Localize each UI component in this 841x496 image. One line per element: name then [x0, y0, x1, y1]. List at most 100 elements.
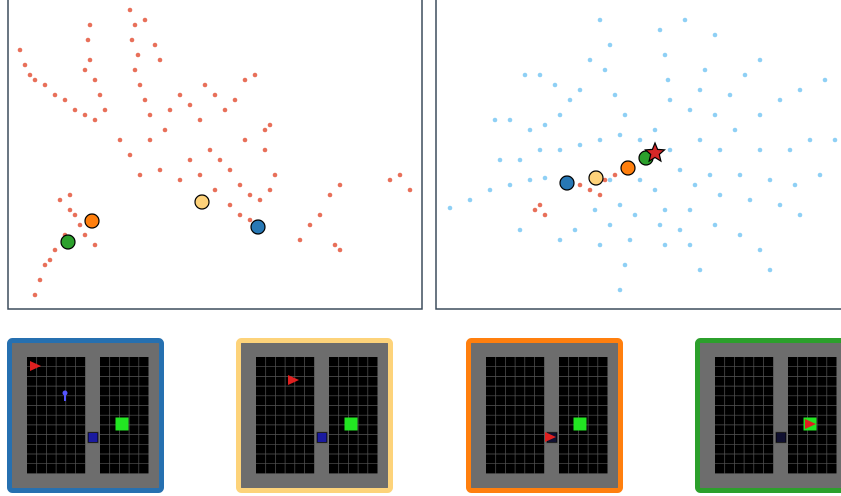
point	[527, 177, 533, 183]
point	[167, 107, 173, 113]
point	[542, 175, 548, 181]
point	[327, 192, 333, 198]
point	[232, 97, 238, 103]
point	[537, 72, 543, 78]
point	[687, 107, 693, 113]
point	[127, 7, 133, 13]
point	[202, 82, 208, 88]
point	[637, 177, 643, 183]
scatter-plot	[7, 0, 423, 310]
point	[517, 157, 523, 163]
highlight-point	[250, 219, 266, 235]
point	[727, 92, 733, 98]
point	[532, 207, 538, 213]
point	[682, 17, 688, 23]
point	[577, 182, 583, 188]
point	[822, 77, 828, 83]
point	[129, 37, 135, 43]
point	[82, 232, 88, 238]
point	[332, 242, 338, 248]
point	[137, 82, 143, 88]
point	[57, 197, 63, 203]
point	[757, 247, 763, 253]
point	[557, 237, 563, 243]
point	[72, 107, 78, 113]
point	[397, 172, 403, 178]
point	[712, 112, 718, 118]
point	[85, 37, 91, 43]
point	[132, 22, 138, 28]
point	[807, 137, 813, 143]
point	[247, 217, 253, 223]
point	[162, 127, 168, 133]
point	[507, 117, 513, 123]
point	[657, 27, 663, 33]
point	[627, 237, 633, 243]
highlight-point	[559, 175, 575, 191]
point	[697, 267, 703, 273]
point	[767, 267, 773, 273]
highlight-point	[620, 160, 636, 176]
point	[447, 205, 453, 211]
point	[137, 172, 143, 178]
point	[607, 222, 613, 228]
point	[187, 157, 193, 163]
point	[592, 207, 598, 213]
goal	[115, 417, 129, 431]
point	[797, 212, 803, 218]
point	[227, 202, 233, 208]
point	[665, 77, 671, 83]
point	[177, 92, 183, 98]
point	[142, 97, 148, 103]
point	[197, 117, 203, 123]
highlight-point	[84, 213, 100, 229]
point	[52, 92, 58, 98]
scatter-plot	[435, 0, 841, 310]
point	[632, 212, 638, 218]
point	[732, 127, 738, 133]
point	[77, 222, 83, 228]
point	[712, 222, 718, 228]
point	[257, 197, 263, 203]
highlight-point	[60, 234, 76, 250]
point	[597, 192, 603, 198]
point	[567, 97, 573, 103]
point	[572, 227, 578, 233]
point	[142, 17, 148, 23]
point	[557, 147, 563, 153]
grid-world-panel	[236, 338, 393, 493]
point	[542, 122, 548, 128]
point	[677, 167, 683, 173]
agent	[288, 375, 299, 385]
point	[662, 207, 668, 213]
point	[222, 107, 228, 113]
point	[792, 182, 798, 188]
point	[82, 67, 88, 73]
point	[612, 172, 618, 178]
point	[52, 247, 58, 253]
highlight-point	[194, 194, 210, 210]
point	[622, 112, 628, 118]
point	[237, 182, 243, 188]
point	[212, 92, 218, 98]
point	[602, 177, 608, 183]
point	[177, 177, 183, 183]
point	[47, 257, 53, 263]
point	[617, 202, 623, 208]
point	[707, 172, 713, 178]
door-fill	[317, 433, 327, 442]
point	[252, 72, 258, 78]
point	[777, 97, 783, 103]
point	[42, 262, 48, 268]
point	[147, 137, 153, 143]
point	[717, 192, 723, 198]
point	[247, 192, 253, 198]
point	[692, 182, 698, 188]
point	[597, 137, 603, 143]
point	[492, 117, 498, 123]
point	[467, 197, 473, 203]
plot-frame	[435, 0, 841, 310]
point	[72, 212, 78, 218]
point	[92, 242, 98, 248]
door-fill	[776, 433, 786, 442]
